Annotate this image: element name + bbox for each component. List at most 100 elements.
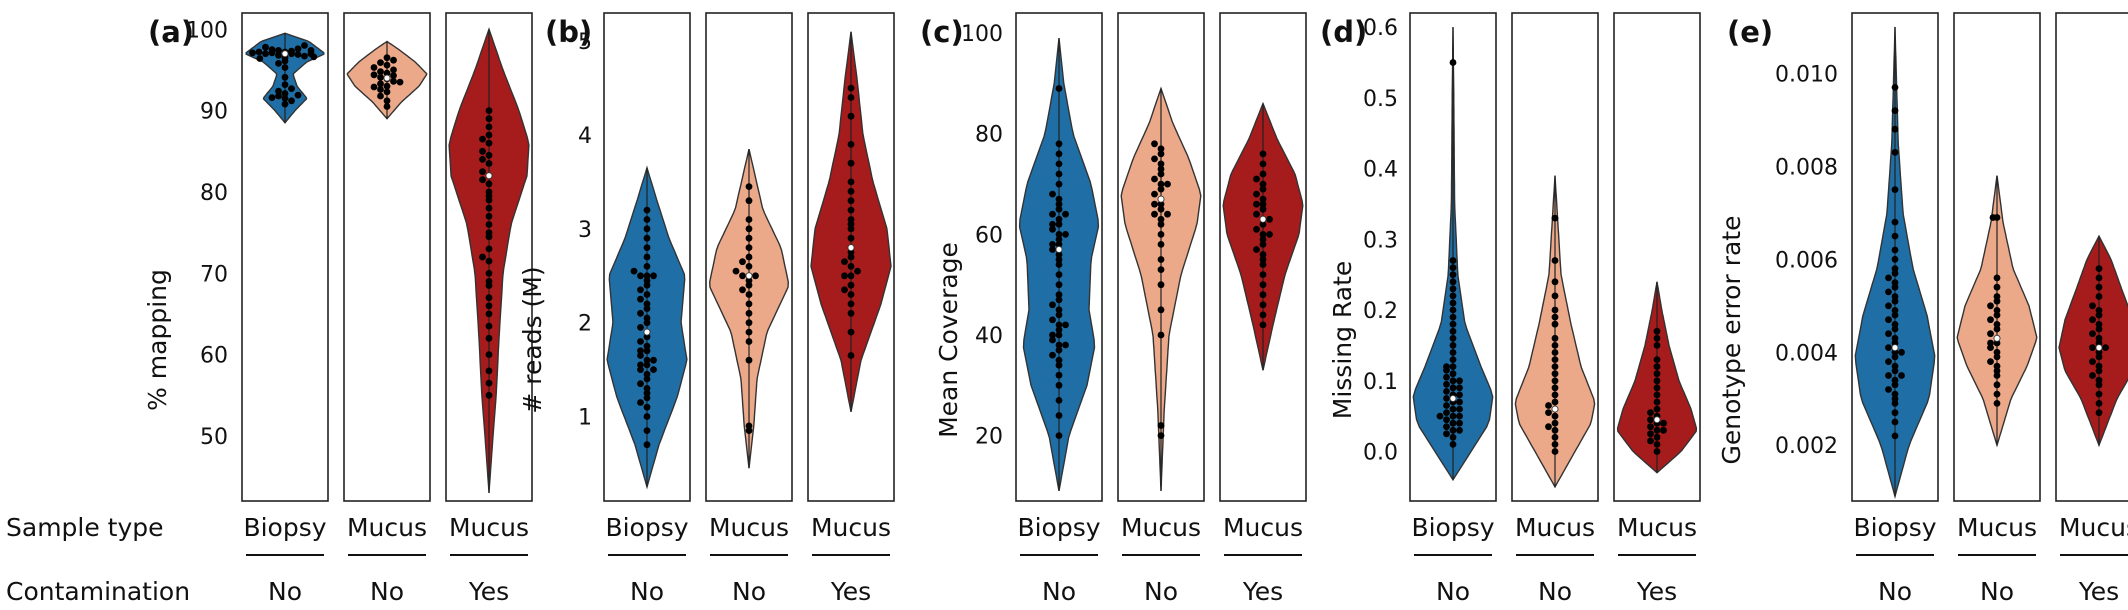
data-point	[1987, 330, 1994, 338]
data-point	[485, 160, 493, 167]
sample-type-label: Mucus	[449, 513, 529, 542]
data-point	[739, 286, 746, 294]
data-point	[847, 187, 855, 195]
data-point	[1653, 384, 1661, 392]
data-point	[377, 59, 384, 66]
data-point	[288, 85, 295, 92]
data-point	[1055, 306, 1063, 314]
data-point	[847, 291, 855, 298]
data-point	[275, 92, 282, 100]
data-point	[301, 42, 308, 49]
median-marker	[1259, 215, 1267, 223]
data-point	[1898, 372, 1905, 379]
data-point	[1551, 419, 1559, 427]
data-point	[1055, 331, 1063, 339]
data-point	[2095, 376, 2103, 384]
data-point	[485, 310, 493, 318]
data-point	[847, 328, 855, 336]
group-frame	[1409, 12, 1497, 502]
data-point	[1049, 301, 1056, 309]
data-point	[1157, 215, 1165, 223]
data-point	[485, 180, 493, 188]
data-point	[1443, 388, 1450, 395]
panel-label: (b)	[545, 15, 592, 49]
data-point	[485, 379, 493, 387]
panel-5: (e) Genotype error rate 0.002 0.004 0.006 0.0…	[1717, 12, 2128, 606]
data-point	[643, 300, 651, 308]
data-point	[1259, 256, 1267, 263]
data-point	[1055, 256, 1063, 263]
data-point	[637, 347, 644, 355]
data-point	[485, 212, 493, 220]
sample-type-label: Mucus	[709, 513, 789, 542]
data-point	[1456, 391, 1463, 399]
data-point	[1647, 437, 1654, 445]
data-point	[1653, 441, 1661, 448]
data-point	[1551, 391, 1559, 399]
data-point	[1443, 409, 1450, 416]
data-point	[637, 352, 644, 359]
contamination-label: No	[370, 577, 404, 606]
data-point	[1062, 210, 1069, 218]
data-point	[1449, 419, 1457, 427]
data-point	[1653, 370, 1661, 378]
data-point	[1259, 281, 1267, 289]
data-point	[1062, 341, 1069, 349]
row-label-sample-type: Sample type	[6, 513, 164, 542]
data-point	[1653, 426, 1661, 434]
data-point	[643, 394, 651, 402]
data-point	[643, 277, 651, 284]
data-point	[390, 66, 397, 74]
data-point	[1049, 210, 1056, 218]
contamination-label: No	[1042, 577, 1076, 606]
y-tick-label: 0.6	[1363, 16, 1398, 41]
sample-type-label: Mucus	[347, 513, 427, 542]
data-point	[637, 272, 644, 280]
data-point	[2095, 274, 2103, 282]
data-point	[1551, 377, 1559, 385]
data-point	[1993, 348, 2001, 356]
data-point	[1647, 409, 1654, 416]
contamination-label: No	[1436, 577, 1470, 606]
data-point	[1055, 291, 1063, 299]
data-point	[1891, 362, 1899, 370]
data-point	[1891, 409, 1899, 417]
data-point	[1164, 210, 1171, 218]
data-point	[1055, 397, 1063, 404]
data-point	[1157, 432, 1165, 439]
data-point	[1055, 170, 1063, 178]
data-point	[1449, 299, 1457, 307]
data-point	[2095, 265, 2103, 272]
violin-group: Mucus No	[1953, 12, 2041, 606]
data-point	[1055, 241, 1063, 248]
data-point	[1545, 409, 1552, 416]
y-tick-label: 0.4	[1363, 158, 1398, 183]
data-point	[643, 225, 651, 233]
data-point	[745, 319, 753, 327]
data-point	[1993, 381, 2001, 389]
median-marker	[1993, 334, 2001, 342]
data-point	[643, 253, 651, 261]
data-point	[1157, 281, 1165, 289]
data-point	[1551, 441, 1559, 448]
data-point	[1449, 313, 1457, 321]
data-point	[485, 123, 493, 131]
data-point	[1891, 293, 1899, 300]
data-point	[643, 370, 651, 378]
median-marker	[745, 272, 753, 280]
data-point	[1891, 279, 1899, 286]
data-point	[1891, 334, 1899, 342]
data-point	[268, 46, 276, 53]
data-point	[1157, 256, 1165, 263]
data-point	[745, 234, 753, 242]
data-point	[1443, 402, 1450, 409]
data-point	[1891, 348, 1899, 356]
data-point	[1055, 205, 1063, 213]
data-point	[1259, 220, 1267, 228]
data-point	[1055, 200, 1063, 208]
data-point	[485, 334, 493, 342]
data-point	[1055, 321, 1063, 329]
y-tick-label: 0.0	[1363, 440, 1398, 465]
data-point	[650, 272, 657, 280]
